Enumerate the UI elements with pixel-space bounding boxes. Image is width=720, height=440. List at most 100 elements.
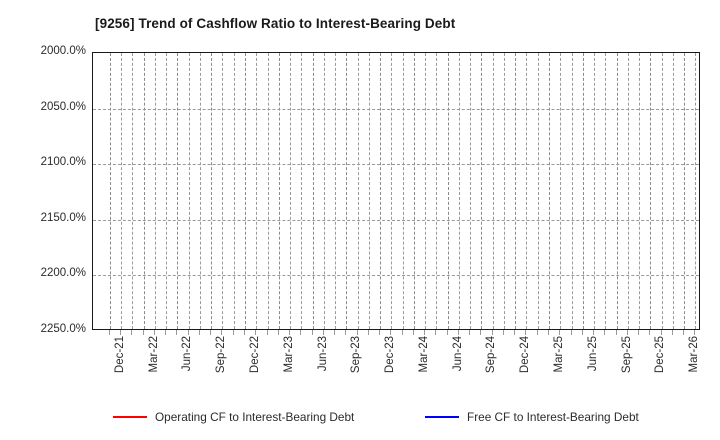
plot-area xyxy=(92,52,700,330)
x-axis-tick xyxy=(311,330,313,335)
x-axis-tick-label: Jun-23 xyxy=(316,336,329,372)
legend-color-swatch xyxy=(425,416,459,418)
y-axis-tick-label: 2050.0% xyxy=(40,100,86,113)
x-axis-tick-label: Jun-24 xyxy=(451,336,464,372)
x-axis-tick xyxy=(683,330,685,335)
gridline-vertical xyxy=(582,53,584,329)
gridline-vertical xyxy=(537,53,539,329)
gridline-vertical xyxy=(222,53,224,329)
x-axis-tick xyxy=(548,330,549,335)
gridline-vertical xyxy=(109,53,111,329)
legend-color-swatch xyxy=(113,416,147,418)
x-axis-tick-label: Dec-24 xyxy=(519,336,532,374)
x-axis-tick-label: Sep-25 xyxy=(620,336,633,374)
gridline-horizontal xyxy=(93,219,699,221)
gridline-vertical xyxy=(470,53,472,329)
gridline-vertical xyxy=(301,53,303,329)
y-axis-tick-label: 2200.0% xyxy=(40,267,86,280)
gridline-vertical xyxy=(594,53,596,329)
x-axis: Dec-21 Mar-22 Jun-22 Sep-22 Dec-22 Mar-23 Jun-… xyxy=(92,336,700,398)
y-axis-tick-label: 2150.0% xyxy=(40,211,86,224)
gridline-vertical xyxy=(402,53,404,329)
gridline-vertical xyxy=(154,53,156,329)
gridline-vertical xyxy=(549,53,550,329)
x-axis-tick-label: Dec-22 xyxy=(249,336,261,374)
x-axis-tick xyxy=(255,330,257,335)
gridline-vertical xyxy=(177,53,179,329)
series-svg xyxy=(93,53,700,330)
gridline-vertical xyxy=(492,53,494,329)
x-axis-tick xyxy=(390,330,392,335)
gridline-vertical xyxy=(256,53,258,329)
x-axis-tick xyxy=(694,330,696,335)
gridline-vertical xyxy=(380,53,382,329)
x-axis-tick xyxy=(210,330,212,335)
gridline-vertical xyxy=(166,53,168,329)
x-axis-tick-label: Mar-25 xyxy=(553,336,565,373)
x-axis-tick xyxy=(412,330,414,335)
x-axis-tick-label: Sep-24 xyxy=(485,336,498,374)
gridline-vertical xyxy=(233,53,235,329)
x-axis-tick xyxy=(221,330,223,335)
gridline-vertical xyxy=(627,53,629,329)
gridline-vertical xyxy=(560,53,562,329)
gridline-vertical xyxy=(290,53,292,329)
gridline-vertical xyxy=(278,53,280,329)
gridline-vertical xyxy=(616,53,618,329)
x-axis-tick xyxy=(615,330,617,335)
x-axis-tick xyxy=(457,330,459,335)
gridline-horizontal xyxy=(93,108,699,110)
gridline-vertical xyxy=(357,53,359,329)
gridline-vertical xyxy=(413,53,415,329)
gridline-vertical xyxy=(199,53,201,329)
gridline-vertical xyxy=(323,53,325,329)
x-axis-tick-label: Dec-25 xyxy=(654,336,667,374)
gridline-vertical xyxy=(481,53,483,329)
x-axis-tick-label: Sep-23 xyxy=(350,336,363,374)
gridline-vertical xyxy=(661,53,663,329)
gridline-vertical xyxy=(391,53,393,329)
x-axis-tick-label: Jun-25 xyxy=(586,336,599,372)
x-axis-tick xyxy=(626,330,628,335)
x-axis-tick xyxy=(367,330,369,335)
x-axis-tick xyxy=(379,330,381,335)
x-axis-tick xyxy=(345,330,347,335)
x-axis-tick-label: Dec-23 xyxy=(384,336,397,374)
y-axis: 2000.0% 2050.0% 2100.0% 2150.0% 2200.0% 2250.… xyxy=(0,0,86,440)
gridline-vertical xyxy=(515,53,517,329)
x-axis-tick xyxy=(502,330,504,335)
gridline-vertical xyxy=(650,53,652,329)
x-axis-tick-label: Mar-22 xyxy=(147,336,160,373)
x-axis-tick xyxy=(660,330,662,335)
x-axis-tick xyxy=(277,330,279,335)
y-axis-tick-label: 2250.0% xyxy=(40,323,86,335)
legend-item[interactable]: Operating CF to Interest-Bearing Debt xyxy=(113,406,354,428)
x-axis-tick xyxy=(244,330,245,335)
x-axis-tick xyxy=(300,330,302,335)
x-axis-tick-label: Mar-23 xyxy=(282,336,295,373)
x-axis-tick xyxy=(671,330,673,335)
x-axis-tick xyxy=(356,330,358,335)
x-axis-tick xyxy=(514,330,516,335)
x-axis-tick xyxy=(266,330,268,335)
x-axis-tick xyxy=(570,330,572,335)
x-axis-tick xyxy=(435,330,437,335)
x-axis-tick xyxy=(638,330,640,335)
gridline-vertical xyxy=(132,53,134,329)
x-axis-tick xyxy=(120,330,122,335)
x-axis-tick xyxy=(289,330,291,335)
gridline-vertical xyxy=(245,53,246,329)
gridline-vertical xyxy=(312,53,314,329)
legend-item[interactable]: Free CF to Interest-Bearing Debt xyxy=(425,406,639,428)
x-axis-tick-label: Dec-21 xyxy=(113,336,126,374)
gridline-vertical xyxy=(672,53,674,329)
gridline-vertical xyxy=(425,53,427,329)
x-axis-tick-label: Mar-24 xyxy=(417,336,430,373)
gridline-vertical xyxy=(458,53,460,329)
gridline-vertical xyxy=(368,53,370,329)
x-axis-tick xyxy=(604,330,606,335)
x-axis-tick xyxy=(176,330,178,335)
x-axis-tick xyxy=(232,330,234,335)
x-axis-tick xyxy=(198,330,200,335)
